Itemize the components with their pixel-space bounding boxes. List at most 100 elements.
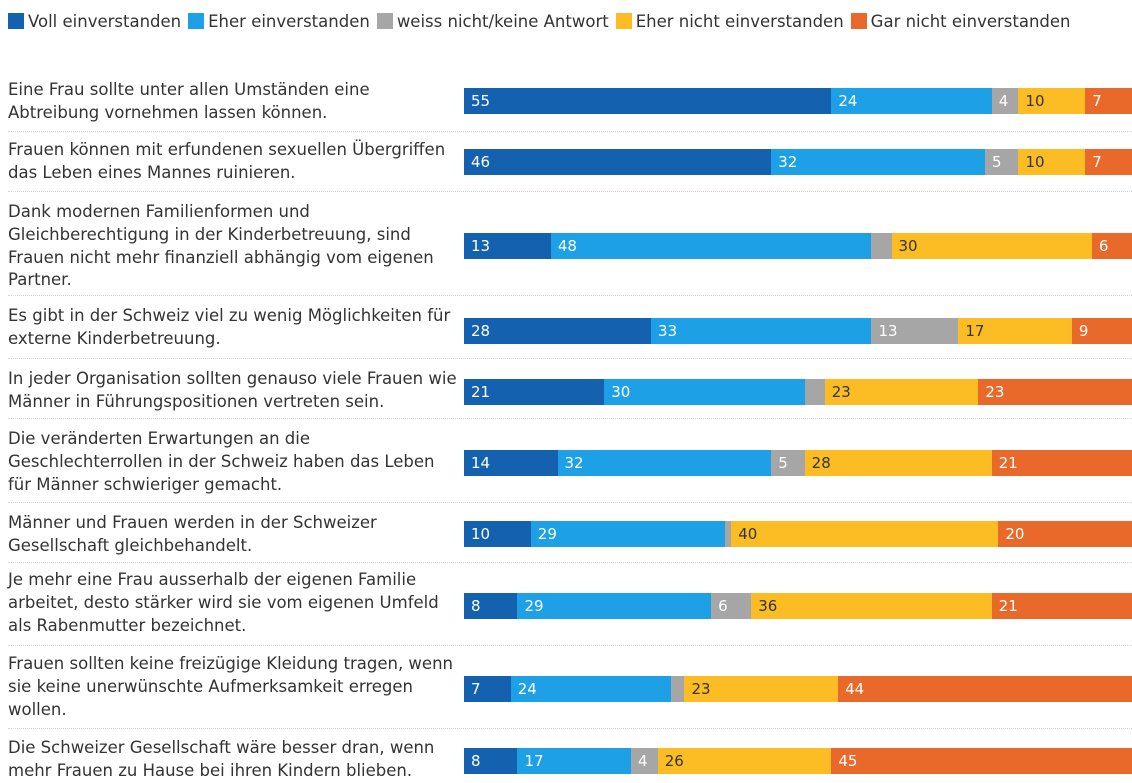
data-label: 28 (811, 454, 831, 472)
bar-segment (838, 676, 1132, 702)
category-label: Je mehr eine Frau ausserhalb der eigenen… (8, 570, 439, 635)
data-label: 10 (471, 525, 491, 543)
bar-segment (831, 748, 1132, 774)
bar-segment (978, 379, 1132, 405)
row-separator (8, 645, 1132, 646)
data-label: 44 (845, 680, 865, 698)
legend-label: Eher nicht einverstanden (635, 12, 844, 31)
bar-segment (604, 379, 805, 405)
bar-segment (991, 450, 1132, 476)
data-label: 6 (1098, 237, 1109, 255)
row-separator (8, 295, 1132, 296)
data-label: 30 (611, 383, 631, 401)
category-label: In jeder Organisation sollten genauso vi… (8, 369, 457, 411)
bar-segment (671, 676, 685, 702)
bar-segment (871, 318, 959, 344)
data-label: 23 (691, 680, 711, 698)
data-label: 23 (985, 383, 1005, 401)
bar-segment (464, 149, 772, 175)
bar-segment (724, 521, 732, 547)
data-label: 8 (471, 597, 481, 615)
data-label: 55 (471, 92, 491, 110)
data-label: 46 (471, 153, 491, 171)
data-label: 40 (738, 525, 758, 543)
data-label: 20 (1005, 525, 1025, 543)
data-label: 23 (831, 383, 851, 401)
legend-item: Gar nicht einverstanden (850, 12, 1071, 31)
row-separator (8, 562, 1132, 563)
legend-swatch (8, 13, 24, 29)
bar-segment (1071, 318, 1132, 344)
row-separator (8, 418, 1132, 419)
legend-item: Eher einverstanden (188, 12, 370, 31)
legend-swatch (188, 13, 205, 29)
bar-segment (530, 521, 725, 547)
data-label: 48 (557, 237, 577, 255)
row-separator (8, 131, 1132, 132)
category-label: Die Schweizer Gesellschaft wäre besser d… (8, 738, 435, 780)
data-label: 5 (992, 153, 1002, 171)
data-label: 21 (998, 454, 1018, 472)
bar-segment (517, 748, 631, 774)
data-label: 28 (471, 322, 491, 340)
bar-segment (1085, 149, 1132, 175)
legend-label: Gar nicht einverstanden (870, 12, 1071, 31)
data-label: 32 (778, 153, 798, 171)
bar-segment (731, 521, 999, 547)
bar-segment (631, 748, 658, 774)
bar-segment (1085, 88, 1132, 114)
data-label: 13 (878, 322, 898, 340)
category-label: Eine Frau sollte unter allen Umständen e… (8, 80, 370, 122)
bar-segment (804, 379, 825, 405)
data-label: 14 (471, 454, 491, 472)
bar-segment (464, 318, 652, 344)
bar-segment (871, 233, 892, 259)
data-label: 32 (564, 454, 584, 472)
data-label: 10 (1025, 153, 1045, 171)
data-label: 8 (471, 752, 481, 770)
bar-segment (804, 450, 992, 476)
bar-segment (464, 521, 531, 547)
data-label: 9 (1078, 322, 1089, 340)
bar-segment (771, 149, 986, 175)
data-label: 24 (838, 92, 858, 110)
bar-segment (657, 748, 832, 774)
bar-segment (684, 676, 839, 702)
data-label: 4 (638, 752, 648, 770)
category-label: Frauen sollten keine freizügige Kleidung… (8, 654, 453, 719)
data-label: 29 (524, 597, 544, 615)
data-label: 7 (1092, 153, 1102, 171)
category-label: Frauen können mit erfundenen sexuellen Ü… (8, 140, 446, 182)
bar-segment (998, 521, 1132, 547)
bar-segment (771, 450, 805, 476)
bar-segment (651, 318, 872, 344)
bar-segment (991, 88, 1019, 114)
category-label: Die veränderten Erwartungen an die Gesch… (8, 429, 435, 494)
bar-segment (1091, 233, 1132, 259)
bar-segment (985, 149, 1019, 175)
bar-segment (1018, 88, 1086, 114)
data-label: 45 (838, 752, 858, 770)
bar-segment (550, 233, 872, 259)
bar-segment (831, 88, 992, 114)
data-label: 29 (537, 525, 557, 543)
data-label: 5 (778, 454, 788, 472)
bar-segment (464, 233, 551, 259)
bar-segment (824, 379, 979, 405)
data-label: 10 (1025, 92, 1045, 110)
category-label: Dank modernen Familienformen und Gleichb… (8, 202, 434, 290)
legend-swatch (376, 13, 393, 29)
bar-segment (464, 676, 511, 702)
row-separator (8, 728, 1132, 729)
category-label: Männer und Frauen werden in der Schweize… (8, 513, 377, 555)
data-label: 17 (965, 322, 985, 340)
bar-segment (464, 593, 518, 619)
bar-segment (751, 593, 992, 619)
legend-label: Voll einverstanden (28, 12, 182, 31)
bar-segment (464, 88, 832, 114)
row-separator (8, 191, 1132, 192)
bar-segment (517, 593, 712, 619)
data-label: 33 (658, 322, 678, 340)
bar-segment (1018, 149, 1086, 175)
